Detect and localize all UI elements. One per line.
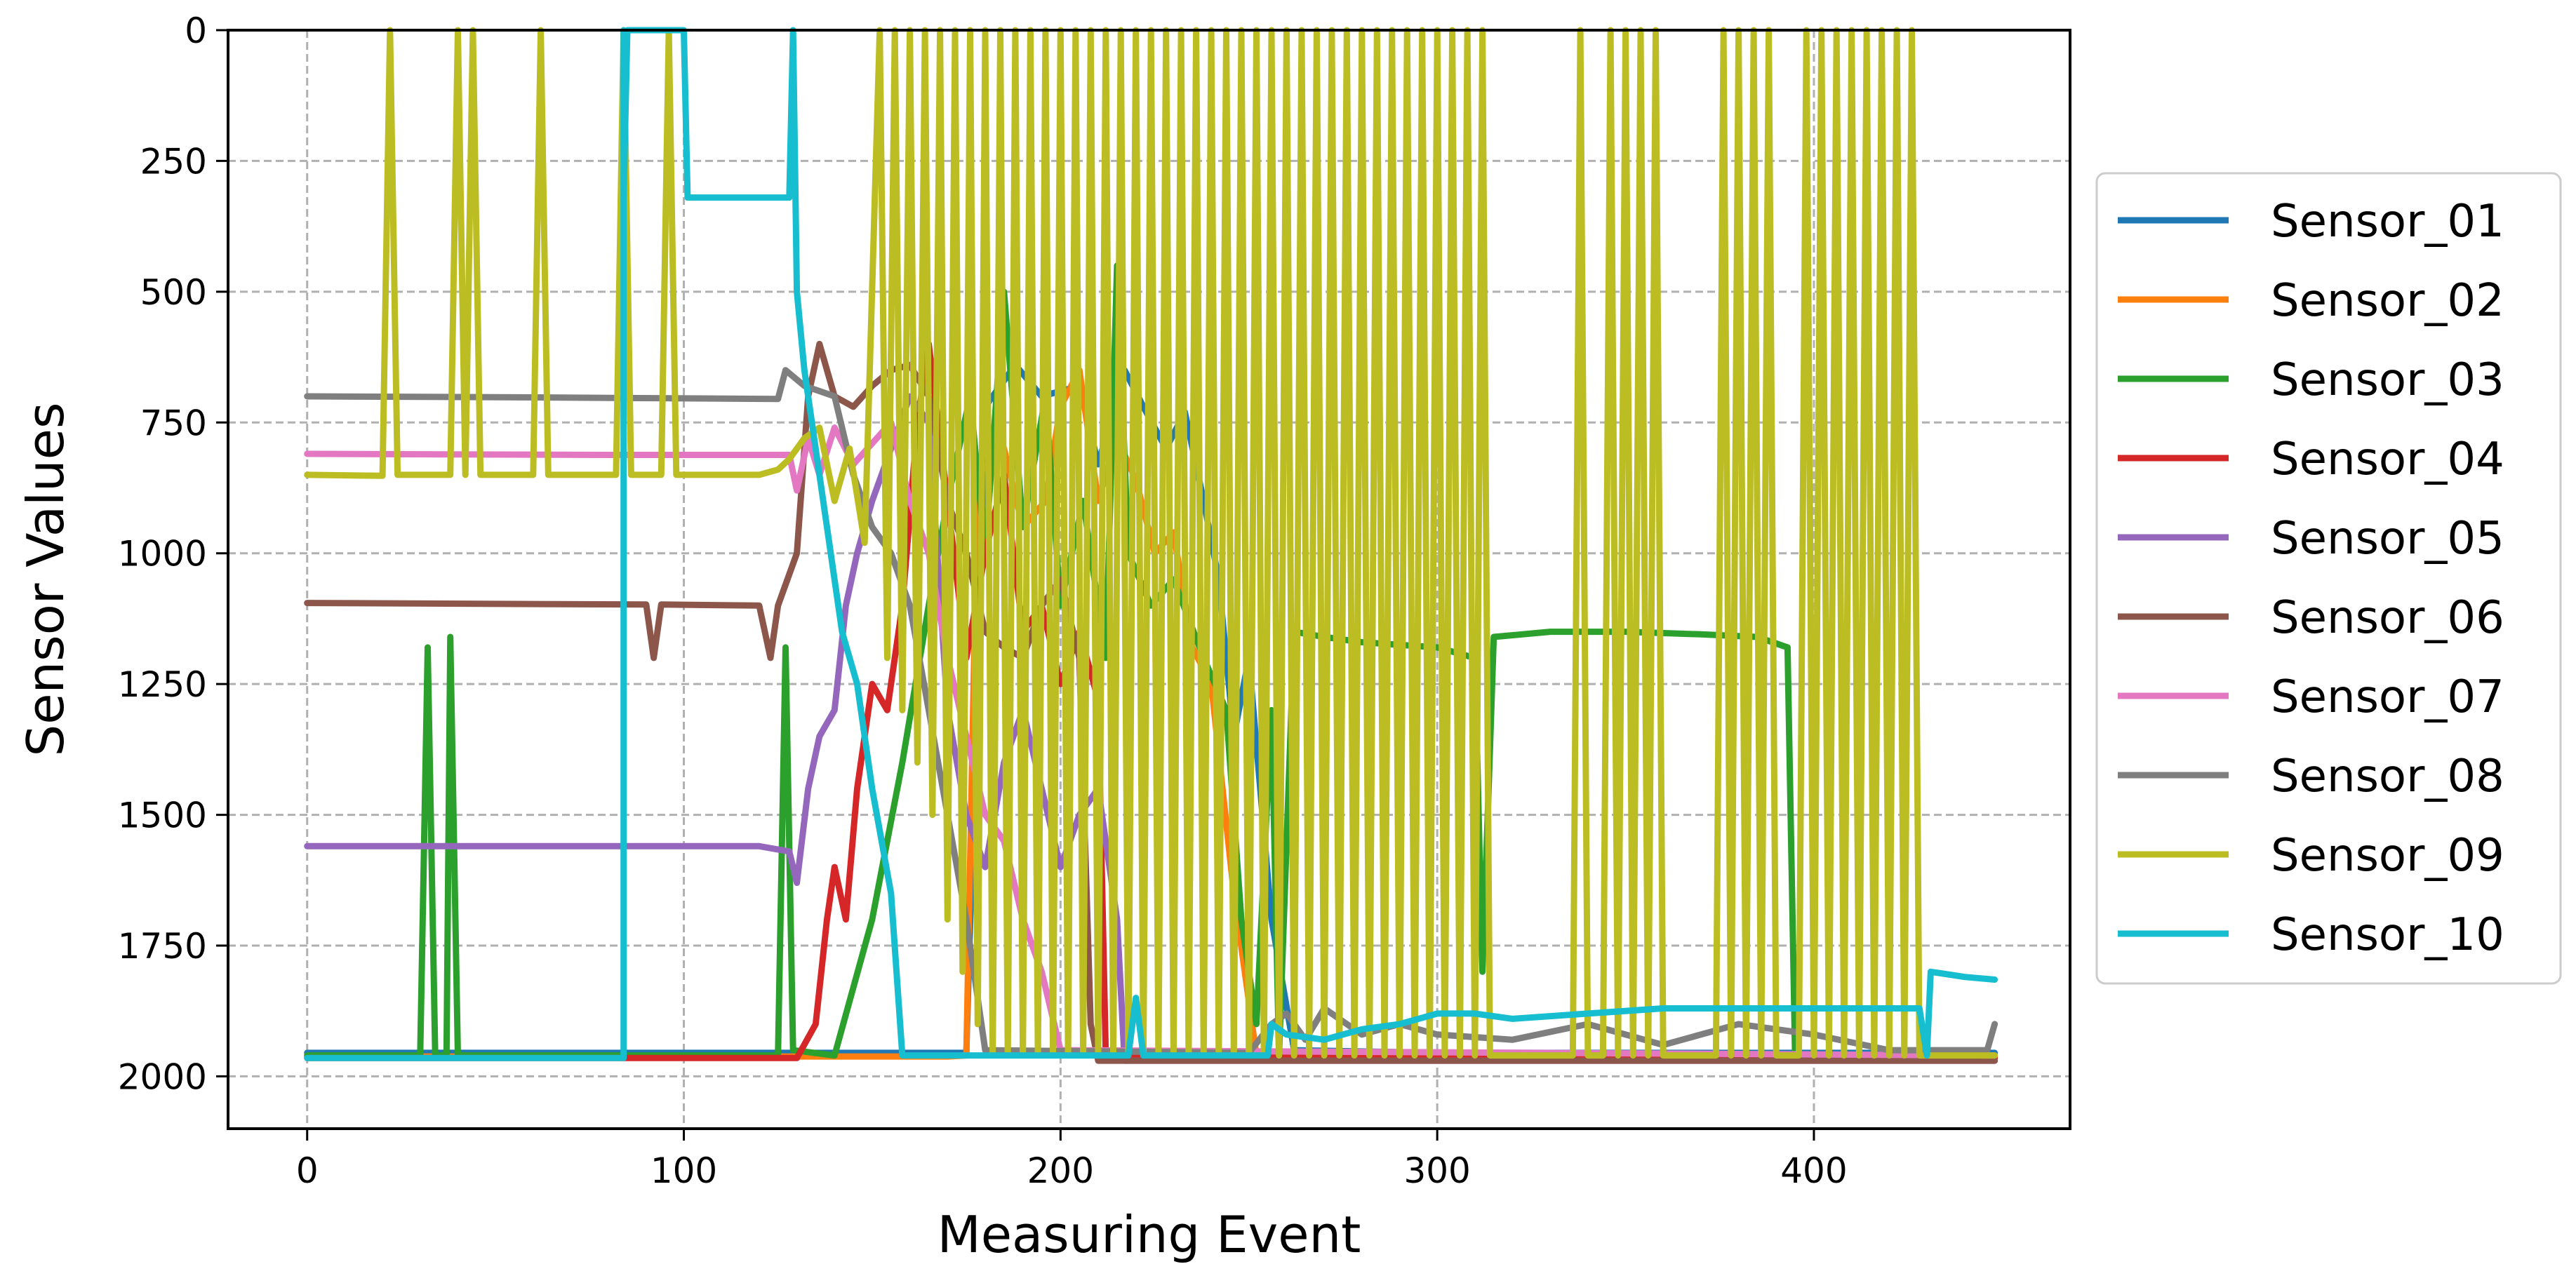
y-axis-ticks: 0 250 500 750 1000 1250 1500 1750 2000	[118, 11, 228, 1097]
y-tick-label: 250	[140, 141, 207, 182]
legend-label: Sensor_03	[2271, 354, 2504, 406]
y-tick-label: 1000	[118, 534, 207, 575]
legend-label: Sensor_10	[2271, 909, 2504, 961]
y-tick-label: 1250	[118, 664, 207, 705]
y-tick-label: 1500	[118, 795, 207, 836]
y-tick-label: 750	[140, 403, 207, 443]
x-tick-label: 100	[650, 1150, 717, 1191]
legend-label: Sensor_02	[2271, 275, 2504, 327]
x-tick-label: 0	[296, 1150, 319, 1191]
legend: Sensor_01 Sensor_02 Sensor_03 Sensor_04 Sens…	[2095, 172, 2562, 985]
x-tick-label: 400	[1780, 1150, 1847, 1191]
series-layer	[304, 27, 1998, 1064]
plot-frame	[227, 29, 2071, 1130]
y-axis-title: Sensor Values	[16, 403, 75, 757]
x-axis-ticks: 0 100 200 300 400	[296, 1129, 1848, 1191]
legend-label: Sensor_05	[2271, 513, 2504, 565]
y-tick-label: 500	[140, 272, 207, 313]
legend-label: Sensor_01	[2271, 196, 2504, 248]
legend-label: Sensor_08	[2271, 751, 2504, 802]
x-axis-title: Measuring Event	[937, 1205, 1361, 1264]
legend-label: Sensor_09	[2271, 830, 2504, 882]
x-tick-label: 200	[1027, 1150, 1094, 1191]
y-tick-label: 0	[185, 11, 207, 51]
y-tick-label: 2000	[118, 1056, 207, 1097]
y-tick-label: 1750	[118, 926, 207, 967]
x-tick-label: 300	[1403, 1150, 1470, 1191]
legend-label: Sensor_04	[2271, 434, 2504, 485]
series-line-sensor-10	[304, 27, 1998, 1061]
legend-label: Sensor_07	[2271, 671, 2504, 723]
legend-label: Sensor_06	[2271, 592, 2504, 644]
series-line-sensor-08	[304, 367, 1998, 1056]
